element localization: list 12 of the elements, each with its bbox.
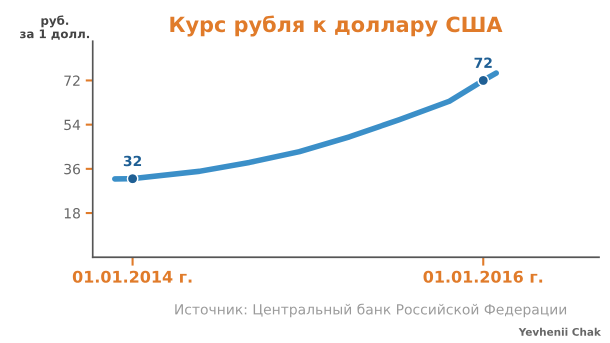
- data-label: 32: [124, 156, 142, 166]
- y-axis-title: руб. за 1 долл.: [20, 15, 90, 40]
- y-tick-label: 72: [64, 75, 80, 86]
- text: Источник: Центральный банк Российской Федерации: [175, 304, 566, 318]
- text: Yevhenii Chak: [518, 328, 602, 336]
- y-tick-label: 36: [64, 164, 80, 174]
- y-tick-label: 54: [64, 120, 80, 130]
- y-tick-label: 18: [64, 208, 80, 219]
- x-tick-label: 01.01.2016 г.: [424, 270, 542, 283]
- chart-title: Курс рубля к доллару США: [170, 15, 502, 36]
- data-label: 72: [474, 58, 492, 68]
- x-tick-label: 01.01.2014 г.: [72, 270, 192, 283]
